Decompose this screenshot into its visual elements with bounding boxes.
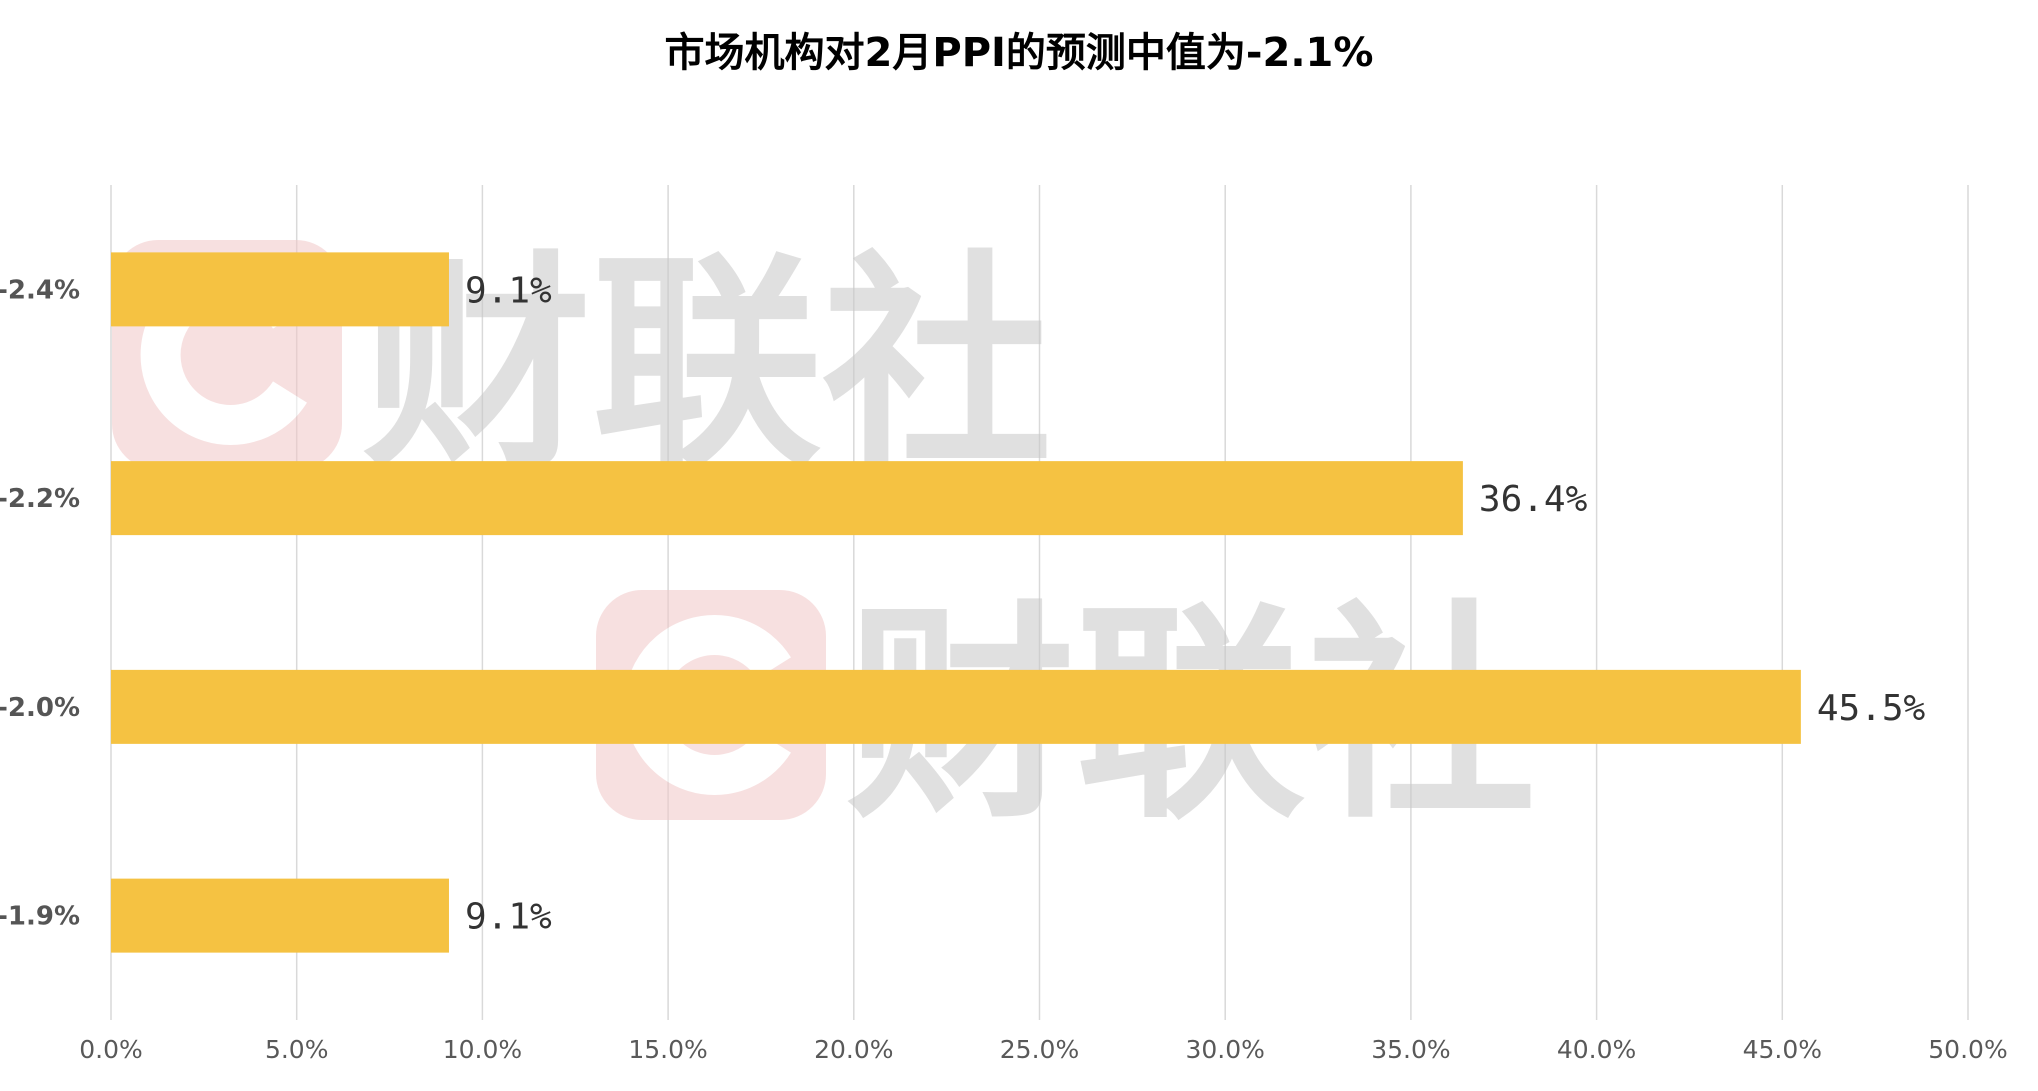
x-tick-label: 25.0%	[1000, 1035, 1079, 1064]
data-label: 9.1%	[465, 270, 552, 311]
bar	[111, 669, 1801, 744]
y-tick-label: -1.9%	[0, 902, 80, 932]
watermark-text: 财联社	[362, 233, 1052, 500]
x-tick-label: 45.0%	[1743, 1035, 1822, 1064]
chart-title: 市场机构对2月PPI的预测中值为-2.1%	[665, 30, 1374, 76]
y-tick-label: -2.2%	[0, 484, 80, 514]
x-tick-label: 35.0%	[1371, 1035, 1450, 1064]
data-label: 45.5%	[1817, 688, 1926, 729]
data-labels: 9.1% 36.4% 45.5% 9.1%	[465, 270, 1926, 937]
x-tick-label: 0.0%	[79, 1035, 143, 1064]
data-label: 36.4%	[1479, 479, 1588, 520]
x-tick-label: 15.0%	[628, 1035, 707, 1064]
x-tick-label: 10.0%	[443, 1035, 522, 1064]
y-axis-labels: -2.4% -2.2% -2.0% -1.9%	[0, 275, 80, 931]
bar	[111, 252, 449, 327]
bar	[111, 878, 449, 953]
y-tick-label: -2.4%	[0, 275, 80, 305]
bars	[111, 252, 1801, 953]
x-tick-label: 30.0%	[1185, 1035, 1264, 1064]
bar	[111, 461, 1463, 536]
x-tick-label: 20.0%	[814, 1035, 893, 1064]
x-axis-labels: 0.0% 5.0% 10.0% 15.0% 20.0% 25.0% 30.0% 35.0% 40…	[79, 1035, 2007, 1064]
x-tick-label: 50.0%	[1928, 1035, 2007, 1064]
y-tick-label: -2.0%	[0, 693, 80, 723]
x-tick-label: 5.0%	[265, 1035, 329, 1064]
x-tick-label: 40.0%	[1557, 1035, 1636, 1064]
data-label: 9.1%	[465, 897, 552, 938]
